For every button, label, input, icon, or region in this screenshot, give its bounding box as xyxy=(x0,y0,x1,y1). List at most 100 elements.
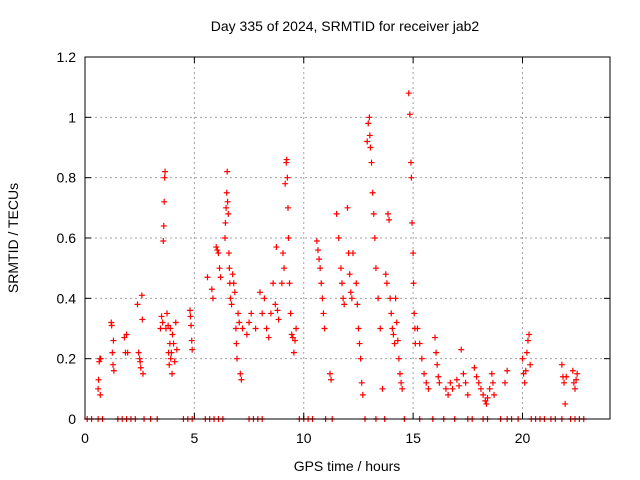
data-point xyxy=(418,355,425,362)
data-point xyxy=(171,358,178,365)
x-tick-label: 10 xyxy=(296,430,312,446)
data-point xyxy=(562,400,569,407)
data-point xyxy=(157,325,164,332)
data-point xyxy=(238,376,245,383)
data-point xyxy=(246,319,253,326)
data-points xyxy=(84,90,587,422)
y-tick-label: 0.2 xyxy=(57,351,77,367)
data-point xyxy=(281,265,288,272)
data-point xyxy=(449,385,456,392)
data-point xyxy=(442,385,449,392)
data-point xyxy=(224,168,231,175)
y-tick-label: 1.2 xyxy=(57,49,77,65)
data-point xyxy=(416,340,423,347)
data-point xyxy=(471,364,478,371)
data-point xyxy=(259,310,266,317)
data-point xyxy=(319,295,326,302)
data-point xyxy=(502,379,508,386)
data-point xyxy=(243,331,250,338)
data-point xyxy=(283,156,290,163)
data-point xyxy=(159,319,166,326)
data-point xyxy=(453,376,460,383)
data-point xyxy=(519,355,526,362)
data-point xyxy=(173,346,180,353)
data-point xyxy=(95,385,102,392)
data-point xyxy=(97,355,104,362)
data-point xyxy=(236,319,243,326)
data-point xyxy=(464,391,471,398)
data-point xyxy=(110,361,116,368)
x-tick-label: 5 xyxy=(190,430,198,446)
data-point xyxy=(391,340,398,347)
data-point xyxy=(327,370,333,377)
data-point xyxy=(214,247,221,254)
data-point xyxy=(563,373,570,380)
data-point xyxy=(168,349,175,356)
data-point xyxy=(167,355,174,362)
data-point xyxy=(410,280,417,287)
data-point xyxy=(477,385,484,392)
data-point xyxy=(475,379,482,386)
data-point xyxy=(484,394,491,401)
data-point xyxy=(436,379,443,386)
data-point xyxy=(372,265,379,272)
y-axis-label: SRMTID / TECUs xyxy=(5,183,21,293)
data-point xyxy=(388,310,395,317)
data-point xyxy=(390,331,397,338)
data-point xyxy=(379,385,386,392)
data-point xyxy=(287,310,294,317)
data-point xyxy=(526,331,533,338)
data-point xyxy=(504,367,511,374)
data-point xyxy=(160,238,167,245)
data-point xyxy=(169,370,176,377)
data-point xyxy=(230,280,237,287)
data-point xyxy=(162,168,169,175)
data-point xyxy=(317,265,324,272)
data-point xyxy=(348,295,355,302)
y-tick-label: 0.8 xyxy=(57,170,77,186)
data-point xyxy=(139,370,146,377)
data-point xyxy=(395,355,402,362)
data-point xyxy=(320,310,327,317)
data-point xyxy=(172,319,179,326)
y-tick-label: 1 xyxy=(68,109,76,125)
data-point xyxy=(169,331,176,338)
data-point xyxy=(337,265,344,272)
data-point xyxy=(138,292,145,299)
data-point xyxy=(204,274,211,281)
data-point xyxy=(353,280,360,287)
data-point xyxy=(359,391,366,398)
x-axis-label: GPS time / hours xyxy=(294,458,401,474)
data-point xyxy=(137,358,144,365)
data-point xyxy=(108,322,115,329)
data-point xyxy=(110,367,117,374)
data-point xyxy=(187,307,193,314)
data-point xyxy=(405,90,412,97)
data-point xyxy=(364,138,371,145)
data-point xyxy=(289,334,296,341)
data-point xyxy=(346,271,353,278)
data-point xyxy=(421,370,428,377)
data-point xyxy=(383,280,390,287)
data-point xyxy=(167,325,174,332)
x-tick-label: 0 xyxy=(81,430,89,446)
data-point xyxy=(393,319,400,326)
data-point xyxy=(333,210,340,217)
data-point xyxy=(215,250,222,257)
data-point xyxy=(226,265,233,272)
data-point xyxy=(462,379,469,386)
data-point xyxy=(222,219,229,226)
data-point xyxy=(161,198,168,205)
data-point xyxy=(318,280,325,287)
data-point xyxy=(370,210,377,217)
data-point xyxy=(225,210,232,217)
data-point xyxy=(164,310,171,317)
data-point xyxy=(285,204,291,211)
data-point xyxy=(392,295,399,302)
data-point xyxy=(321,325,328,332)
data-point xyxy=(488,370,495,377)
data-point xyxy=(425,385,432,392)
data-point xyxy=(408,174,415,181)
data-point xyxy=(158,313,165,320)
